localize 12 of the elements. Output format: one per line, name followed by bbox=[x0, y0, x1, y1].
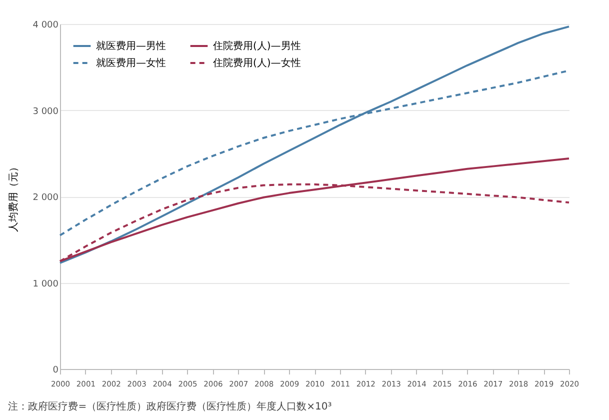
y-tick-label: 1 000 bbox=[32, 279, 59, 290]
y-tick-label: 3 000 bbox=[32, 106, 59, 117]
legend-label: 住院费用(人)—女性 bbox=[213, 57, 301, 69]
y-axis-title: 人均费用（元） bbox=[8, 162, 20, 232]
legend-label: 就医费用—男性 bbox=[96, 40, 166, 52]
y-tick-label: 0 bbox=[52, 366, 59, 376]
legend-label: 住院费用(人)—男性 bbox=[213, 40, 301, 52]
line-series bbox=[59, 26, 570, 264]
y-tick-label: 4 000 bbox=[32, 20, 59, 30]
legend-label: 就医费用—女性 bbox=[96, 57, 166, 69]
text: 注：政府医疗费=（医疗性质）政府医疗费（医疗性质）年度人口数×10³ bbox=[8, 400, 332, 412]
y-tick-label: 2 000 bbox=[32, 193, 59, 203]
